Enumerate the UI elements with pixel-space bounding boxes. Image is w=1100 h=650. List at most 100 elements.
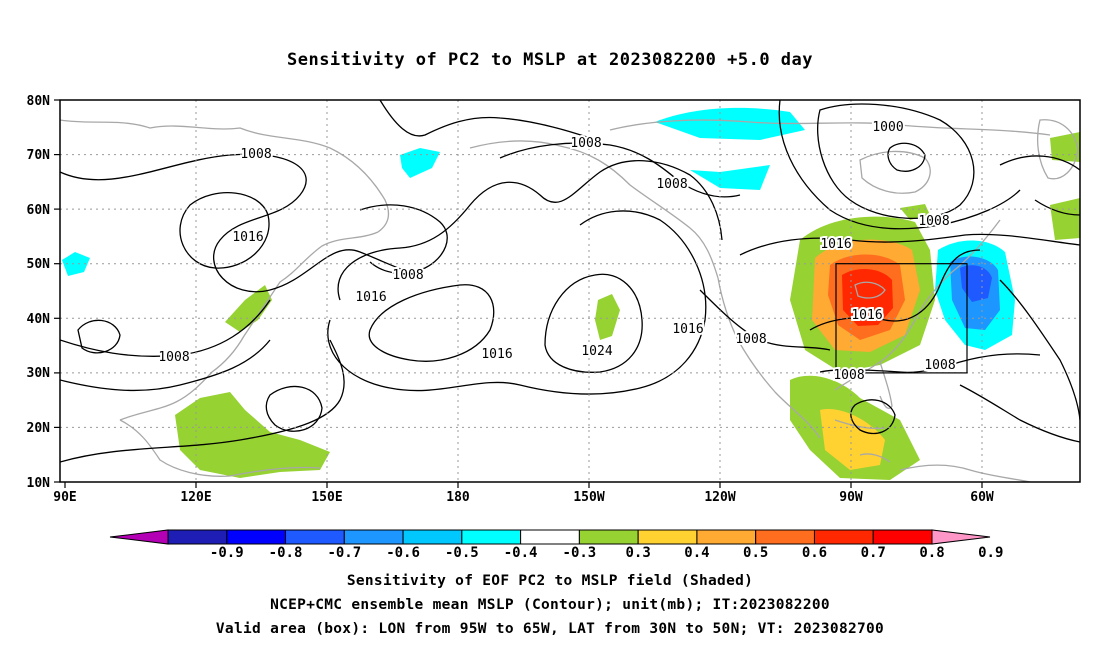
contour-na-1008-west	[699, 289, 831, 351]
plot-frame	[59, 99, 1081, 483]
contour-pacific-high-1024	[544, 273, 643, 373]
shade-positive-canada	[900, 204, 930, 220]
colorbar-arrow-low	[109, 529, 169, 545]
colorbar-tick-label: -0.5	[445, 545, 479, 561]
colorbar-arrow-high	[931, 529, 991, 545]
shade-negative-greenland	[690, 165, 770, 190]
lat-label-70n: 70N	[27, 148, 51, 163]
colorbar-swatch	[696, 529, 757, 545]
contour-label-1008-gulf: 1008	[833, 368, 864, 383]
contour-label-1016-box: 1016	[851, 308, 882, 323]
latitude-labels: 80N 70N 60N 50N 40N 30N 20N 10N	[27, 94, 51, 491]
contour-label-1008-asia-north: 1008	[240, 147, 271, 162]
contour-atlantic-high	[999, 279, 1080, 421]
gridlines	[60, 100, 1080, 482]
contour-label-1016-west-coast: 1016	[672, 322, 703, 337]
contour-pacific-high-1016-west	[368, 284, 495, 362]
colorbar-swatch	[167, 529, 228, 545]
lon-label-120w: 120W	[704, 490, 735, 505]
coastline-south-america	[899, 464, 1031, 482]
contour-label-1008-south-asia: 1008	[158, 350, 189, 365]
axis-ticks	[54, 99, 983, 488]
lon-label-90e: 90E	[53, 490, 76, 505]
contour-sw-asia-loop	[77, 319, 121, 354]
caption-line-valid-area: Valid area (box): LON from 95W to 65W, L…	[215, 621, 885, 637]
contour-pacific-high-1016-outer	[327, 210, 707, 395]
coastline-hudson	[859, 150, 931, 194]
colorbar-tick-label: 0.6	[802, 545, 827, 561]
colorbar-tick-label: 0.5	[743, 545, 768, 561]
contour-label-1008-atlantic: 1008	[924, 358, 955, 373]
contour-label-1016-great-lakes: 1016	[820, 237, 851, 252]
contour-pacific-south	[60, 339, 345, 463]
contour-atlantic-1008	[959, 384, 1080, 443]
caption-line-contour: NCEP+CMC ensemble mean MSLP (Contour); u…	[270, 597, 830, 613]
colorbar-swatch	[755, 529, 815, 545]
coastline-greenland	[1037, 119, 1079, 180]
colorbar-tick-label: -0.4	[504, 545, 538, 561]
shade-negative-arctic	[655, 107, 805, 140]
coastline-alaska	[469, 140, 719, 279]
sensitivity-shading	[62, 107, 1080, 480]
lat-label-20n: 20N	[27, 421, 51, 436]
coastline-florida	[879, 361, 893, 410]
colorbar-tick-label: 0.3	[626, 545, 651, 561]
contour-asia-1008	[60, 153, 421, 293]
colorbar-tick-label: -0.8	[269, 545, 303, 561]
lon-label-180: 180	[446, 490, 470, 505]
contour-pacific-1016	[337, 160, 723, 301]
colorbar-tick-label: -0.7	[327, 545, 361, 561]
valid-area-box	[835, 263, 968, 374]
contour-label-1008-sw-us: 1008	[735, 332, 766, 347]
colorbar-swatch	[226, 529, 287, 545]
coastline-asia-east	[119, 231, 379, 421]
contour-label-1016-pacific-high: 1016	[481, 347, 512, 362]
contour-canada-low	[887, 142, 926, 172]
contour-label-1008-alaska: 1008	[656, 177, 687, 192]
mslp-contours	[60, 100, 1080, 463]
colorbar-swatch	[285, 529, 345, 545]
longitude-labels: 90E 120E 150E 180 150W 120W 90W 60W	[53, 490, 994, 505]
contour-label-1008-bering: 1008	[392, 268, 423, 283]
lat-label-50n: 50N	[27, 257, 51, 272]
lon-label-90w: 90W	[839, 490, 863, 505]
contour-japan-loop	[265, 385, 323, 432]
colorbar-swatch	[520, 529, 580, 545]
shade-positive-asia-south	[175, 392, 330, 478]
shade-negative-atlantic-core	[960, 265, 992, 302]
contour-caribbean-loop	[850, 399, 896, 435]
colorbar-tick-label: 0.8	[919, 545, 944, 561]
colorbar-tick-label: 0.4	[684, 545, 709, 561]
contour-na-1016	[739, 233, 1080, 256]
lat-label-30n: 30N	[27, 366, 51, 381]
coastline-caribbean	[834, 419, 891, 463]
map-title: Sensitivity of PC2 to MSLP at 2023082200…	[286, 50, 813, 70]
coastline-asia-north	[60, 119, 390, 233]
contour-label-layer: 1008 1016 1008 1008 1016 1008 1008 1016 …	[156, 118, 957, 385]
contour-atlantic-east	[999, 155, 1080, 216]
contour-label-1016-nw-pacific: 1016	[355, 290, 386, 305]
colorbar-swatch	[813, 529, 874, 545]
coastline-great-lakes	[854, 281, 886, 299]
lat-label-60n: 60N	[27, 203, 51, 218]
shade-negative-asia	[62, 252, 90, 276]
shade-positive-pacific	[595, 294, 620, 340]
contour-label-1008-arctic: 1008	[570, 136, 601, 151]
contour-south-asia-1008	[60, 299, 271, 392]
colorbar-tick-label: 0.9	[978, 545, 1003, 561]
contour-label-1016-siberia: 1016	[232, 230, 263, 245]
lon-label-150w: 150W	[573, 490, 604, 505]
colorbar-tick-label: -0.3	[563, 545, 597, 561]
lat-label-10n: 10N	[27, 476, 51, 491]
contour-arctic-upper	[379, 100, 591, 139]
shade-positive-atlantic-east2	[1050, 198, 1080, 240]
colorbar-swatch	[637, 529, 698, 545]
colorbar-swatch	[343, 529, 404, 545]
coastline-canada-arctic	[609, 119, 1051, 136]
coastline-na-west	[717, 277, 821, 439]
contour-label-1000-hudson: 1000	[872, 120, 903, 135]
colorbar-swatch	[461, 529, 522, 545]
lat-label-40n: 40N	[27, 312, 51, 327]
colorbar	[109, 529, 991, 545]
